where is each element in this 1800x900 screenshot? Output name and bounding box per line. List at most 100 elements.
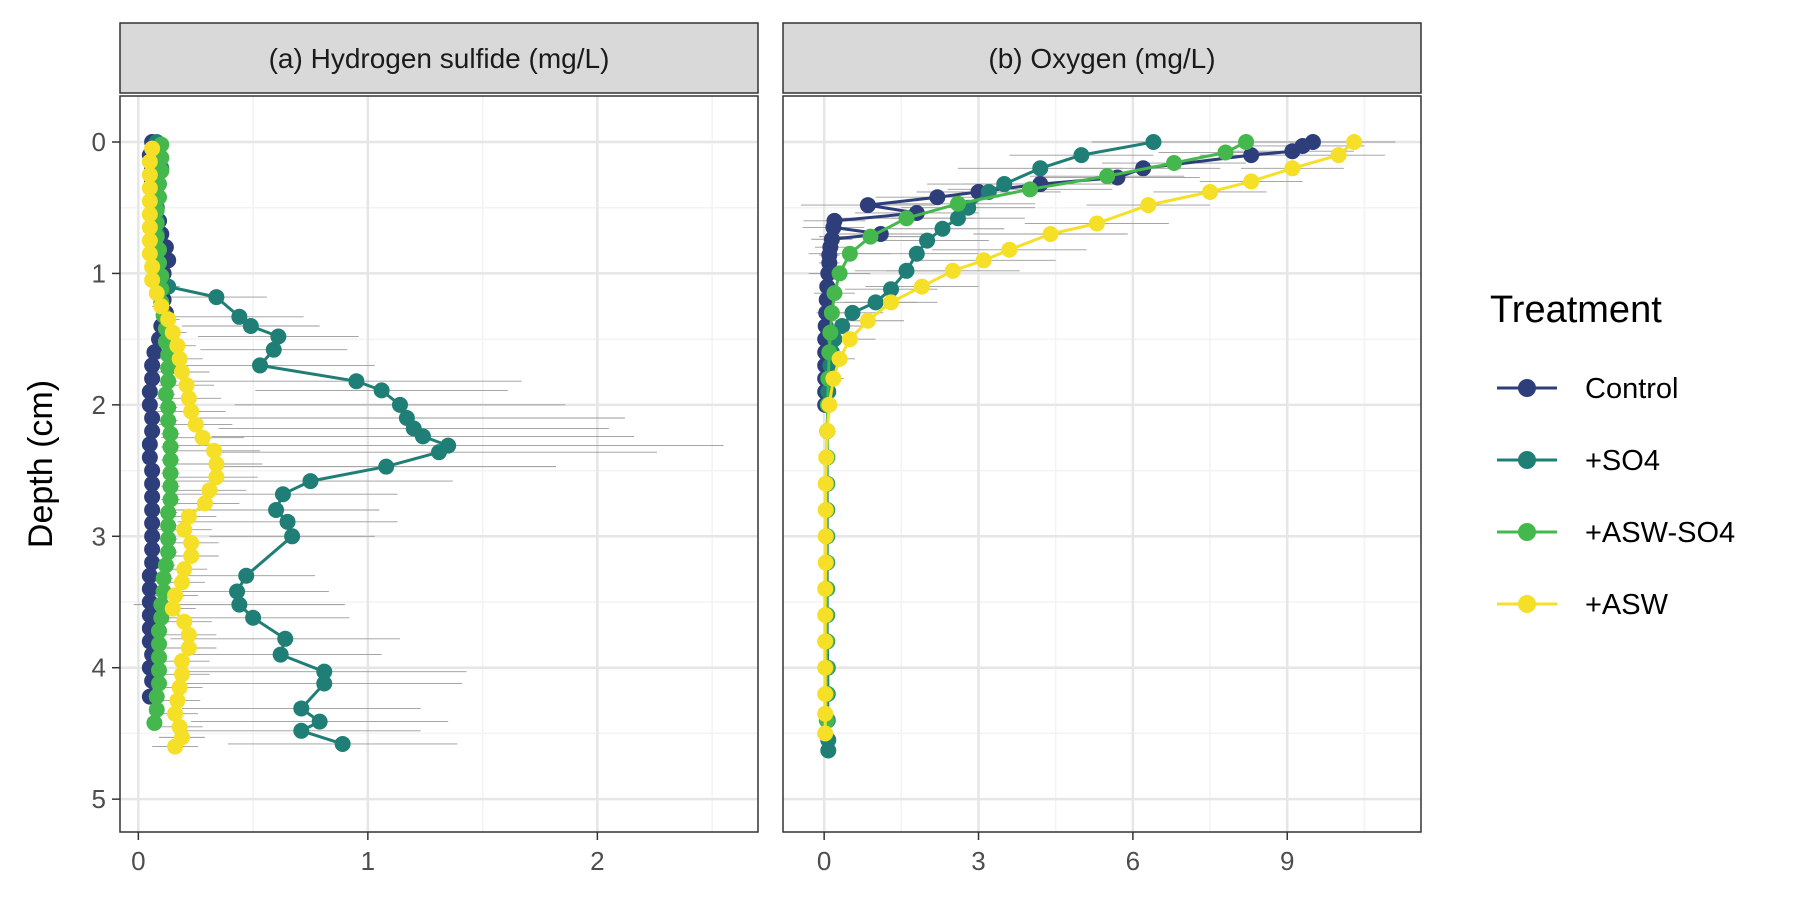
data-point (144, 410, 161, 426)
data-point (272, 646, 289, 663)
data-point (201, 482, 218, 499)
data-point (826, 285, 843, 302)
data-point (1073, 147, 1090, 164)
data-point (820, 265, 837, 282)
data-point (311, 713, 328, 730)
data-point (162, 425, 179, 442)
data-point (180, 508, 197, 525)
data-point (144, 140, 161, 157)
data-point (151, 662, 168, 679)
data-point (1021, 181, 1038, 198)
legend-label: +SO4 (1585, 445, 1660, 477)
data-point (167, 738, 184, 755)
data-point (141, 449, 158, 466)
data-point (144, 258, 161, 275)
data-point (167, 705, 184, 722)
data-point (819, 423, 836, 440)
data-point (270, 328, 287, 345)
data-point (160, 544, 177, 561)
data-point (975, 252, 992, 269)
data-point (144, 502, 161, 518)
data-point (821, 396, 838, 413)
data-point (144, 488, 161, 505)
data-point (141, 396, 158, 413)
legend-label: Control (1585, 373, 1679, 405)
data-point (1099, 168, 1116, 185)
data-point (238, 567, 255, 584)
data-point (157, 386, 174, 403)
data-point (284, 528, 301, 545)
legend-item-asw: +ASW (1497, 589, 1669, 621)
data-point (148, 701, 165, 718)
data-point (1243, 173, 1260, 190)
legend-key-point (1518, 595, 1536, 613)
data-point (817, 686, 834, 702)
y-tick-label: 4 (92, 653, 106, 683)
data-point (274, 486, 291, 503)
data-point (148, 688, 165, 705)
data-point (908, 245, 925, 262)
data-point (831, 350, 848, 367)
data-point (823, 304, 840, 321)
data-point (144, 370, 161, 387)
data-point (378, 458, 395, 475)
x-tick-label: 1 (361, 846, 375, 876)
data-point (144, 357, 161, 374)
y-axis-title: Depth (cm) (22, 380, 60, 548)
data-point (141, 166, 158, 183)
data-point (817, 580, 834, 597)
x-tick-label: 0 (817, 846, 831, 876)
legend-key-point (1518, 451, 1536, 469)
data-point (913, 278, 930, 295)
data-point (169, 337, 186, 354)
data-point (160, 360, 177, 377)
data-point (818, 449, 835, 466)
data-point (176, 613, 193, 630)
panel-a-strip (119, 22, 759, 94)
panel-b-border (782, 95, 1422, 833)
data-point (293, 700, 310, 717)
data-point (817, 659, 834, 676)
data-point (141, 153, 158, 170)
data-point (898, 210, 915, 227)
data-point (141, 245, 158, 262)
panel-b-series (801, 134, 1396, 759)
data-point (194, 429, 211, 446)
data-point (929, 189, 946, 206)
legend: Treatment Control +SO4 +ASW-SO4 +ASW (1490, 289, 1735, 621)
data-point (144, 462, 161, 479)
data-point (141, 219, 158, 236)
data-point (1166, 155, 1183, 172)
data-point (822, 324, 839, 341)
data-point (206, 442, 223, 459)
data-point (1145, 134, 1162, 150)
data-point (862, 228, 879, 245)
data-point (162, 438, 179, 455)
legend-key-point (1518, 523, 1536, 541)
data-point (1088, 215, 1105, 232)
data-point (919, 232, 936, 249)
data-point (187, 416, 204, 433)
data-point (162, 478, 179, 495)
data-point (245, 609, 262, 626)
panel-a-border (119, 95, 759, 833)
data-point (183, 534, 200, 551)
data-point (151, 622, 168, 639)
data-point (867, 294, 884, 311)
data-point (160, 373, 177, 390)
data-point (1284, 143, 1301, 160)
legend-label: +ASW-SO4 (1585, 517, 1735, 549)
y-tick-label: 0 (92, 127, 106, 157)
data-point (949, 210, 966, 227)
data-point (157, 557, 174, 574)
legend-item-so4: +SO4 (1497, 445, 1660, 477)
data-point (820, 742, 837, 759)
data-point (144, 541, 161, 558)
data-point (153, 609, 170, 626)
data-point (279, 513, 296, 530)
data-point (180, 640, 197, 656)
data-point (162, 465, 179, 482)
data-point (196, 495, 213, 512)
panel-b-title: (b) Oxygen (mg/L) (988, 43, 1215, 74)
data-point (148, 285, 165, 302)
